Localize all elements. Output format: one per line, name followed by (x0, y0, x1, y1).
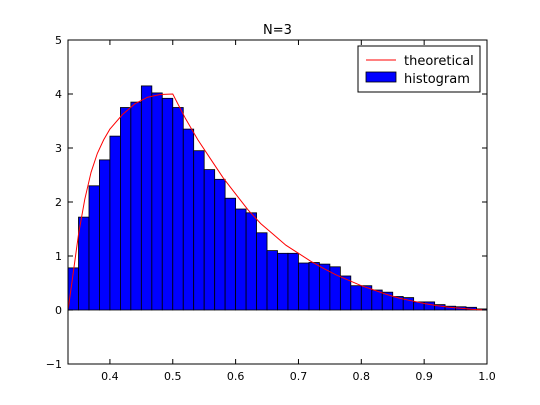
histogram-bar (140, 85, 153, 311)
histogram-bar (235, 208, 247, 311)
histogram-bar (224, 197, 237, 311)
histogram-bar (109, 135, 121, 311)
plot-area: 0.4 0.5 0.6 0.7 0.8 0.9 1.0 −1 0 1 2 3 4 5 (46, 34, 496, 383)
y-tick-label: 1 (55, 250, 62, 263)
legend-label-theoretical: theoretical (404, 54, 474, 69)
histogram-bar (182, 128, 195, 311)
x-tick-label: 0.5 (164, 370, 182, 383)
x-tick-label: 0.7 (290, 370, 308, 383)
legend: theoretical histogram (357, 45, 481, 93)
histogram-bar (298, 262, 310, 311)
chart-title: N=3 (263, 23, 292, 38)
histogram-bar (172, 107, 184, 311)
x-tick-label: 0.8 (353, 370, 371, 383)
histogram-bar (266, 250, 278, 311)
histogram-bar (245, 212, 257, 311)
histogram-bar (371, 289, 383, 311)
histogram-bar (88, 185, 100, 311)
histogram-bar (360, 285, 373, 311)
histogram-bar (78, 216, 90, 311)
histogram-bar (193, 150, 205, 311)
histogram-bar (99, 159, 111, 311)
histogram-bar (161, 97, 174, 311)
x-tick-label: 0.9 (415, 370, 433, 383)
theoretical-line (67, 93, 488, 311)
histogram-bar (277, 252, 289, 311)
histogram-bar (203, 169, 216, 311)
histogram-bar (120, 107, 132, 311)
histogram-bar (130, 101, 142, 311)
y-tick-label: 4 (55, 88, 62, 101)
y-tick-label: 2 (55, 196, 62, 209)
legend-bar-swatch (365, 71, 397, 83)
y-tick-label: 5 (55, 34, 62, 47)
histogram-bar (423, 301, 436, 311)
x-tick-label: 0.4 (101, 370, 119, 383)
histogram-bar (287, 252, 299, 311)
histogram-bar (308, 262, 320, 311)
histogram-bar (151, 92, 163, 311)
y-tick-label: −1 (46, 358, 62, 371)
x-tick-label: 0.6 (227, 370, 245, 383)
histogram-bar (339, 275, 352, 311)
legend-label-histogram: histogram (404, 72, 470, 87)
histogram-bar (256, 232, 268, 311)
histogram-bar (350, 285, 362, 311)
x-tick-label: 1.0 (478, 370, 496, 383)
y-tick-label: 0 (55, 304, 62, 317)
histogram-bar (329, 266, 341, 311)
legend-box (357, 45, 481, 93)
y-tick-label: 3 (55, 142, 62, 155)
histogram-bar (214, 178, 226, 311)
